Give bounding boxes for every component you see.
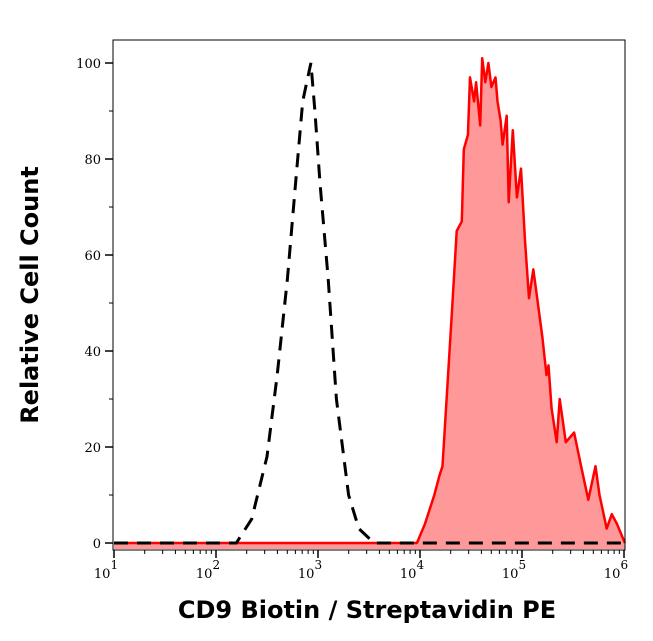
y-tick-label: 60 bbox=[84, 249, 101, 264]
x-tick-label: 102 bbox=[196, 558, 220, 582]
x-tick-exponent: 4 bbox=[416, 558, 424, 572]
x-tick-base: 10 bbox=[400, 567, 417, 582]
y-tick-label: 40 bbox=[84, 345, 101, 360]
x-tick-label: 104 bbox=[400, 558, 425, 582]
y-tick-label: 20 bbox=[84, 441, 101, 456]
series-line-isotype bbox=[114, 62, 624, 545]
x-tick-base: 10 bbox=[94, 567, 111, 582]
series-fill-area bbox=[114, 58, 625, 549]
plot-frame bbox=[112, 39, 626, 551]
x-tick-exponent: 3 bbox=[314, 558, 322, 572]
x-tick-exponent: 2 bbox=[212, 558, 220, 572]
x-axis-label: CD9 Biotin / Streptavidin PE bbox=[178, 596, 556, 624]
plot-area bbox=[114, 56, 627, 549]
series-line-stained bbox=[114, 56, 627, 545]
x-tick-base: 10 bbox=[196, 567, 213, 582]
x-tick-label: 105 bbox=[502, 558, 526, 582]
x-tick-label: 103 bbox=[298, 558, 322, 582]
y-axis-label: Relative Cell Count bbox=[16, 166, 44, 424]
x-tick-base: 10 bbox=[604, 567, 621, 582]
y-tick-label: 0 bbox=[93, 537, 101, 552]
x-tick-exponent: 5 bbox=[518, 558, 526, 572]
x-tick-label: 106 bbox=[604, 558, 628, 582]
y-tick-label: 80 bbox=[84, 153, 101, 168]
x-tick-label: 101 bbox=[94, 558, 118, 582]
x-tick-base: 10 bbox=[298, 567, 315, 582]
y-tick-label: 100 bbox=[76, 57, 101, 72]
x-tick-base: 10 bbox=[502, 567, 519, 582]
x-tick-exponent: 1 bbox=[110, 558, 118, 572]
x-tick-exponent: 6 bbox=[620, 558, 628, 572]
